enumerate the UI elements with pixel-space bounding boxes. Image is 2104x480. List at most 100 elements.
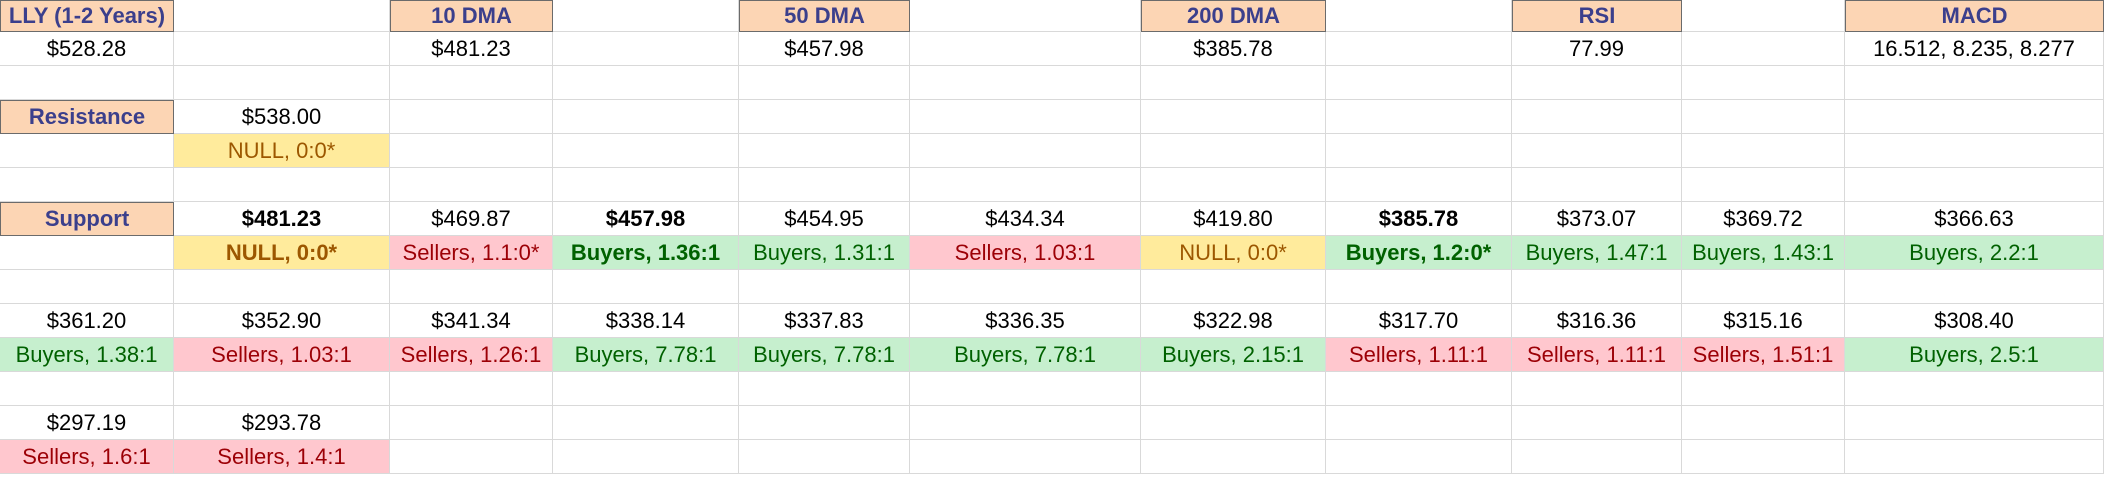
cell-r0-c10[interactable]: MACD	[1845, 0, 2104, 32]
cell-r4-c4[interactable]	[739, 134, 910, 168]
cell-r8-c4[interactable]	[739, 270, 910, 304]
cell-r0-c6[interactable]: 200 DMA	[1141, 0, 1326, 32]
cell-r5-c0[interactable]	[0, 168, 174, 202]
cell-r6-c7[interactable]: $385.78	[1326, 202, 1512, 236]
cell-r12-c4[interactable]	[739, 406, 910, 440]
cell-r12-c3[interactable]	[553, 406, 739, 440]
cell-r1-c2[interactable]: $481.23	[390, 32, 553, 66]
cell-r8-c0[interactable]	[0, 270, 174, 304]
cell-r10-c1[interactable]: Sellers, 1.03:1	[174, 338, 390, 372]
cell-r2-c5[interactable]	[910, 66, 1141, 100]
cell-r2-c3[interactable]	[553, 66, 739, 100]
cell-r4-c7[interactable]	[1326, 134, 1512, 168]
cell-r8-c1[interactable]	[174, 270, 390, 304]
cell-r13-c9[interactable]	[1682, 440, 1845, 474]
cell-r6-c10[interactable]: $366.63	[1845, 202, 2104, 236]
cell-r3-c6[interactable]	[1141, 100, 1326, 134]
cell-r2-c1[interactable]	[174, 66, 390, 100]
cell-r13-c6[interactable]	[1141, 440, 1326, 474]
cell-r10-c5[interactable]: Buyers, 7.78:1	[910, 338, 1141, 372]
cell-r1-c6[interactable]: $385.78	[1141, 32, 1326, 66]
cell-r3-c8[interactable]	[1512, 100, 1682, 134]
cell-r0-c8[interactable]: RSI	[1512, 0, 1682, 32]
cell-r12-c5[interactable]	[910, 406, 1141, 440]
cell-r13-c7[interactable]	[1326, 440, 1512, 474]
cell-r0-c4[interactable]: 50 DMA	[739, 0, 910, 32]
cell-r12-c8[interactable]	[1512, 406, 1682, 440]
cell-r10-c10[interactable]: Buyers, 2.5:1	[1845, 338, 2104, 372]
cell-r7-c3[interactable]: Buyers, 1.36:1	[553, 236, 739, 270]
cell-r7-c10[interactable]: Buyers, 2.2:1	[1845, 236, 2104, 270]
cell-r8-c2[interactable]	[390, 270, 553, 304]
cell-r11-c2[interactable]	[390, 372, 553, 406]
cell-r11-c9[interactable]	[1682, 372, 1845, 406]
cell-r8-c5[interactable]	[910, 270, 1141, 304]
cell-r0-c3[interactable]	[553, 0, 739, 32]
cell-r3-c0[interactable]: Resistance	[0, 100, 174, 134]
cell-r8-c7[interactable]	[1326, 270, 1512, 304]
cell-r2-c10[interactable]	[1845, 66, 2104, 100]
cell-r4-c9[interactable]	[1682, 134, 1845, 168]
cell-r4-c10[interactable]	[1845, 134, 2104, 168]
cell-r1-c10[interactable]: 16.512, 8.235, 8.277	[1845, 32, 2104, 66]
cell-r2-c8[interactable]	[1512, 66, 1682, 100]
cell-r7-c0[interactable]	[0, 236, 174, 270]
cell-r12-c10[interactable]	[1845, 406, 2104, 440]
cell-r4-c8[interactable]	[1512, 134, 1682, 168]
cell-r9-c5[interactable]: $336.35	[910, 304, 1141, 338]
cell-r3-c10[interactable]	[1845, 100, 2104, 134]
cell-r4-c5[interactable]	[910, 134, 1141, 168]
cell-r8-c6[interactable]	[1141, 270, 1326, 304]
cell-r9-c9[interactable]: $315.16	[1682, 304, 1845, 338]
cell-r7-c7[interactable]: Buyers, 1.2:0*	[1326, 236, 1512, 270]
cell-r6-c8[interactable]: $373.07	[1512, 202, 1682, 236]
cell-r3-c4[interactable]	[739, 100, 910, 134]
cell-r5-c2[interactable]	[390, 168, 553, 202]
cell-r4-c3[interactable]	[553, 134, 739, 168]
cell-r7-c2[interactable]: Sellers, 1.1:0*	[390, 236, 553, 270]
cell-r12-c7[interactable]	[1326, 406, 1512, 440]
cell-r2-c4[interactable]	[739, 66, 910, 100]
cell-r11-c3[interactable]	[553, 372, 739, 406]
cell-r7-c5[interactable]: Sellers, 1.03:1	[910, 236, 1141, 270]
cell-r8-c10[interactable]	[1845, 270, 2104, 304]
cell-r1-c8[interactable]: 77.99	[1512, 32, 1682, 66]
cell-r13-c2[interactable]	[390, 440, 553, 474]
cell-r2-c6[interactable]	[1141, 66, 1326, 100]
cell-r9-c10[interactable]: $308.40	[1845, 304, 2104, 338]
cell-r6-c4[interactable]: $454.95	[739, 202, 910, 236]
cell-r5-c4[interactable]	[739, 168, 910, 202]
cell-r12-c2[interactable]	[390, 406, 553, 440]
cell-r13-c0[interactable]: Sellers, 1.6:1	[0, 440, 174, 474]
cell-r5-c7[interactable]	[1326, 168, 1512, 202]
cell-r10-c8[interactable]: Sellers, 1.11:1	[1512, 338, 1682, 372]
cell-r12-c6[interactable]	[1141, 406, 1326, 440]
cell-r10-c2[interactable]: Sellers, 1.26:1	[390, 338, 553, 372]
cell-r10-c7[interactable]: Sellers, 1.11:1	[1326, 338, 1512, 372]
cell-r6-c1[interactable]: $481.23	[174, 202, 390, 236]
cell-r7-c6[interactable]: NULL, 0:0*	[1141, 236, 1326, 270]
cell-r2-c2[interactable]	[390, 66, 553, 100]
cell-r2-c9[interactable]	[1682, 66, 1845, 100]
cell-r0-c1[interactable]	[174, 0, 390, 32]
cell-r13-c3[interactable]	[553, 440, 739, 474]
cell-r13-c10[interactable]	[1845, 440, 2104, 474]
cell-r4-c6[interactable]	[1141, 134, 1326, 168]
cell-r8-c8[interactable]	[1512, 270, 1682, 304]
cell-r7-c4[interactable]: Buyers, 1.31:1	[739, 236, 910, 270]
cell-r3-c9[interactable]	[1682, 100, 1845, 134]
cell-r0-c7[interactable]	[1326, 0, 1512, 32]
cell-r9-c4[interactable]: $337.83	[739, 304, 910, 338]
cell-r10-c6[interactable]: Buyers, 2.15:1	[1141, 338, 1326, 372]
cell-r12-c1[interactable]: $293.78	[174, 406, 390, 440]
cell-r6-c6[interactable]: $419.80	[1141, 202, 1326, 236]
cell-r2-c0[interactable]	[0, 66, 174, 100]
cell-r10-c4[interactable]: Buyers, 7.78:1	[739, 338, 910, 372]
cell-r5-c6[interactable]	[1141, 168, 1326, 202]
cell-r5-c10[interactable]	[1845, 168, 2104, 202]
cell-r11-c8[interactable]	[1512, 372, 1682, 406]
cell-r13-c5[interactable]	[910, 440, 1141, 474]
cell-r5-c8[interactable]	[1512, 168, 1682, 202]
cell-r1-c9[interactable]	[1682, 32, 1845, 66]
cell-r7-c8[interactable]: Buyers, 1.47:1	[1512, 236, 1682, 270]
